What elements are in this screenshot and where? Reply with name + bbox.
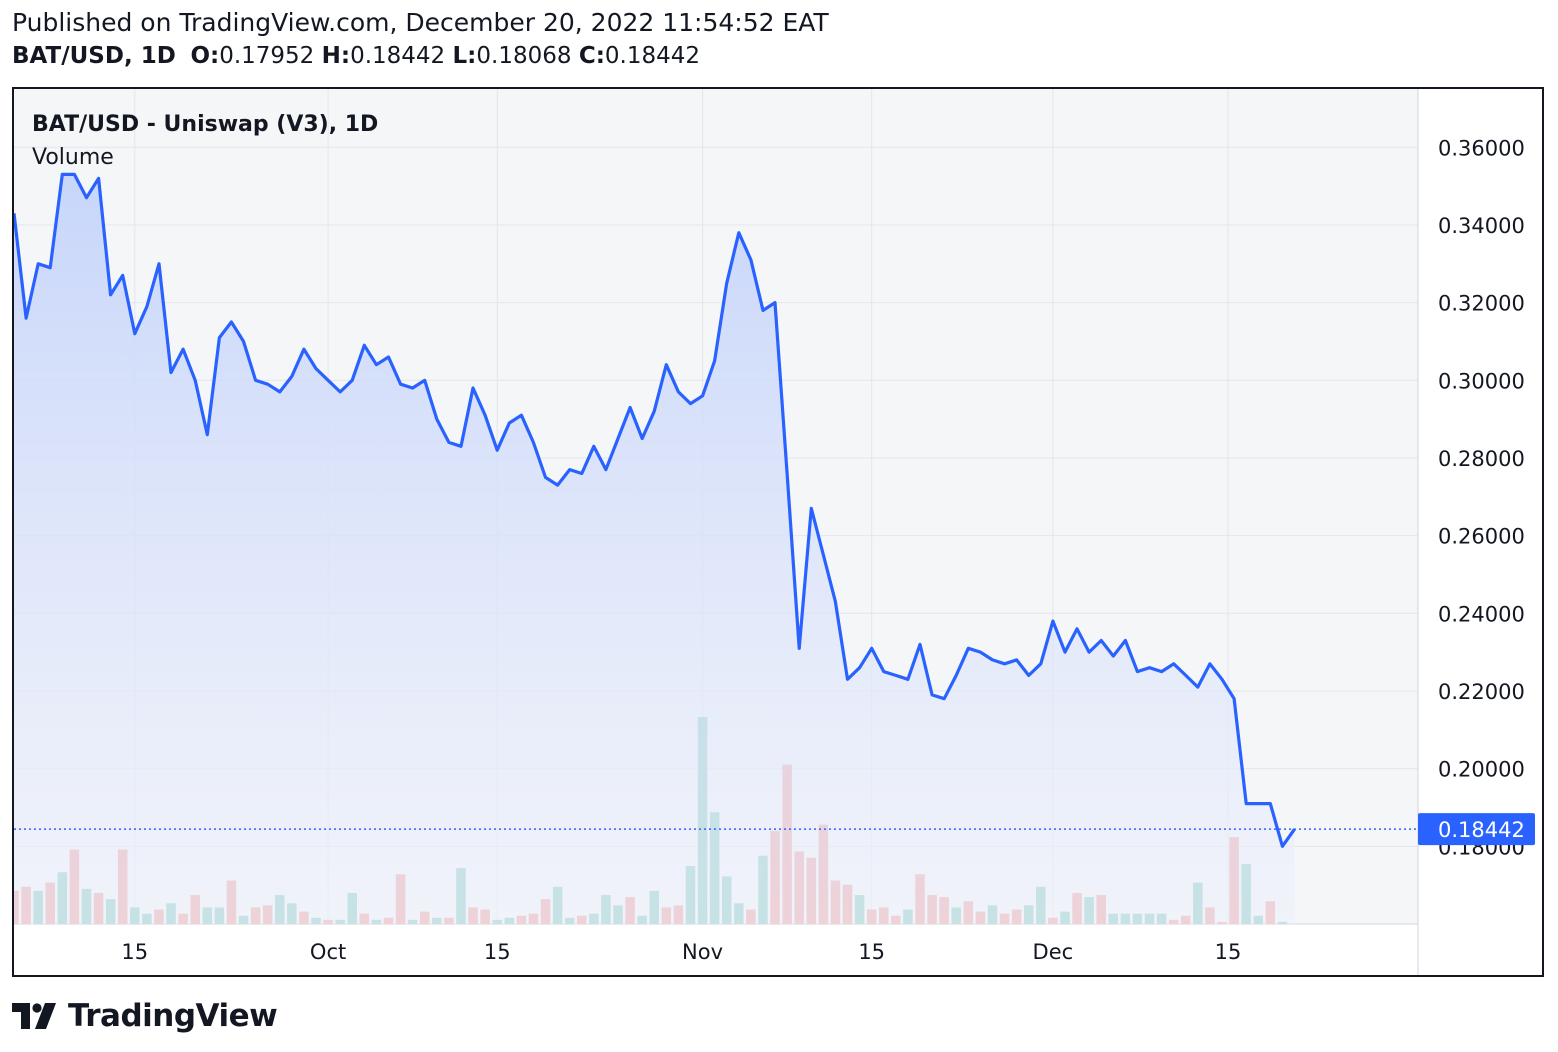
x-tick-label: 15 <box>858 940 885 964</box>
low-value: 0.18068 <box>476 43 572 69</box>
y-tick-label: 0.24000 <box>1438 602 1525 626</box>
open-value: 0.17952 <box>219 43 315 69</box>
y-tick-label: 0.28000 <box>1438 447 1525 471</box>
low-label: L: <box>452 43 477 69</box>
y-tick-label: 0.32000 <box>1438 292 1525 316</box>
chart-title: BAT/USD - Uniswap (V3), 1D <box>32 112 378 137</box>
high-label: H: <box>321 43 351 69</box>
x-tick-label: 15 <box>121 940 148 964</box>
close-label: C: <box>578 43 605 69</box>
chart-frame: 0.36000 0.34000 0.32000 0.30000 0.28000 0.260… <box>12 87 1544 977</box>
price-area-fill <box>14 174 1295 924</box>
y-tick-label: 0.30000 <box>1438 369 1525 393</box>
last-price-badge: 0.18442 <box>1418 813 1535 846</box>
published-caption: Published on TradingView.com, December 2… <box>12 8 829 37</box>
tradingview-logo-text: TradingView <box>68 998 278 1034</box>
time-axis-background <box>14 924 1418 975</box>
tradingview-logo-icon <box>12 1003 56 1029</box>
y-tick-label: 0.22000 <box>1438 680 1525 704</box>
symbol-label: BAT/USD, 1D <box>12 43 176 69</box>
last-price-badge-text: 0.18442 <box>1438 818 1525 842</box>
open-label: O: <box>190 43 220 69</box>
x-tick-label: Oct <box>310 940 346 964</box>
x-tick-label: 15 <box>1215 940 1242 964</box>
y-tick-label: 0.36000 <box>1438 136 1525 160</box>
y-tick-label: 0.20000 <box>1438 758 1525 782</box>
volume-label: Volume <box>32 145 114 170</box>
high-value: 0.18442 <box>350 43 446 69</box>
close-value: 0.18442 <box>604 43 701 69</box>
tradingview-logo[interactable]: TradingView <box>12 994 278 1038</box>
price-chart[interactable]: 0.36000 0.34000 0.32000 0.30000 0.28000 0.260… <box>14 89 1542 975</box>
y-tick-label: 0.34000 <box>1438 214 1525 238</box>
ohlc-header: BAT/USD, 1D O:0.17952 H:0.18442 L:0.1806… <box>12 43 700 69</box>
y-tick-label: 0.26000 <box>1438 525 1525 549</box>
price-line <box>14 172 1296 848</box>
x-tick-label: 15 <box>484 940 511 964</box>
x-tick-label: Dec <box>1033 940 1074 964</box>
last-price-badge-box <box>1418 813 1535 846</box>
x-tick-label: Nov <box>682 940 723 964</box>
